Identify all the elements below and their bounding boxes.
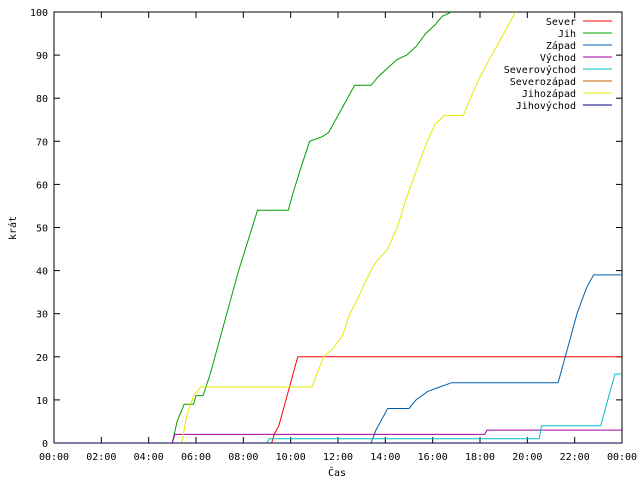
x-tick-label: 12:00 bbox=[323, 452, 353, 463]
x-tick-label: 20:00 bbox=[512, 452, 542, 463]
legend-label: Severozápad bbox=[510, 76, 576, 88]
series-line-jih bbox=[54, 12, 452, 443]
legend-label: Jih bbox=[558, 29, 576, 40]
x-tick-label: 00:00 bbox=[607, 452, 637, 463]
series-line-východ bbox=[54, 429, 622, 443]
x-tick-label: 08:00 bbox=[228, 452, 258, 463]
x-tick-label: 14:00 bbox=[370, 452, 400, 463]
x-tick-label: 06:00 bbox=[181, 452, 211, 463]
y-tick-label: 10 bbox=[36, 396, 48, 407]
y-tick-label: 0 bbox=[42, 439, 48, 450]
x-tick-label: 22:00 bbox=[560, 452, 590, 463]
y-tick-label: 100 bbox=[30, 8, 48, 19]
x-tick-label: 04:00 bbox=[134, 452, 164, 463]
y-tick-label: 30 bbox=[36, 310, 48, 321]
legend-label: Jihovýchod bbox=[516, 100, 576, 112]
y-tick-label: 40 bbox=[36, 267, 48, 278]
y-tick-label: 50 bbox=[36, 224, 48, 235]
y-tick-label: 20 bbox=[36, 353, 48, 364]
legend-label: Východ bbox=[540, 52, 576, 64]
y-tick-label: 70 bbox=[36, 137, 48, 148]
x-tick-label: 16:00 bbox=[418, 452, 448, 463]
legend-label: Sever bbox=[546, 17, 576, 28]
x-tick-label: 10:00 bbox=[276, 452, 306, 463]
x-tick-label: 00:00 bbox=[39, 452, 69, 463]
legend-label: Západ bbox=[546, 40, 576, 52]
y-axis-label: krát bbox=[7, 216, 19, 240]
series-line-severovýchod bbox=[54, 373, 622, 443]
series-line-sever bbox=[54, 356, 622, 443]
series-line-jihozápad bbox=[54, 12, 516, 443]
y-tick-label: 60 bbox=[36, 180, 48, 191]
y-tick-label: 90 bbox=[36, 51, 48, 62]
legend-label: Severovýchod bbox=[504, 64, 576, 76]
series-line-západ bbox=[54, 274, 622, 443]
y-tick-label: 80 bbox=[36, 94, 48, 105]
x-axis-label: Čas bbox=[328, 466, 346, 479]
legend-label: Jihozápad bbox=[522, 88, 576, 100]
x-tick-label: 02:00 bbox=[86, 452, 116, 463]
x-tick-label: 18:00 bbox=[465, 452, 495, 463]
